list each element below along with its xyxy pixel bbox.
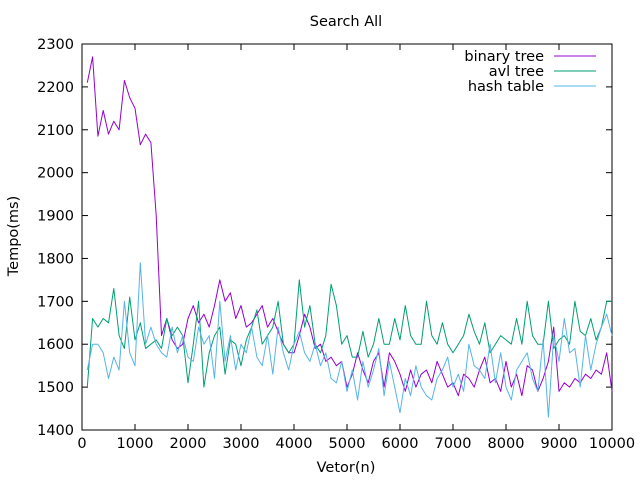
y-axis-ticks: 1400 1500 1600 1700 1800 1900 2000 2100 2200 2300 bbox=[37, 37, 612, 439]
y-tick-label: 1400 bbox=[37, 423, 74, 439]
y-tick-label: 1700 bbox=[37, 294, 74, 310]
y-tick-label: 2000 bbox=[37, 166, 74, 182]
y-tick-label: 2200 bbox=[37, 80, 74, 96]
x-axis-label: Vetor(n) bbox=[317, 460, 376, 476]
x-tick-label: 1000 bbox=[117, 436, 154, 452]
legend-label-hash-table: hash table bbox=[468, 79, 544, 95]
x-tick-label: 2000 bbox=[170, 436, 207, 452]
y-axis-label: Tempo(ms) bbox=[6, 196, 22, 278]
legend-label-binary-tree: binary tree bbox=[464, 49, 544, 65]
series-line-hash-table bbox=[86, 262, 613, 418]
x-axis-ticks: 0 1000 2000 3000 4000 5000 6000 7000 8000 9000 100… bbox=[77, 44, 635, 452]
y-tick-label: 1800 bbox=[37, 251, 74, 267]
chart-title: Search All bbox=[310, 14, 382, 30]
x-tick-label: 5000 bbox=[329, 436, 366, 452]
x-tick-label: 7000 bbox=[435, 436, 472, 452]
y-tick-label: 1600 bbox=[37, 337, 74, 353]
x-tick-label: 0 bbox=[77, 436, 86, 452]
series-lines bbox=[86, 56, 613, 418]
legend-label-avl-tree: avl tree bbox=[489, 64, 544, 80]
y-tick-label: 2300 bbox=[37, 37, 74, 53]
plot-frame bbox=[81, 43, 613, 431]
x-tick-label: 9000 bbox=[541, 436, 578, 452]
series-line-avl-tree bbox=[86, 279, 612, 388]
x-tick-label: 6000 bbox=[382, 436, 419, 452]
y-tick-label: 1500 bbox=[37, 380, 74, 396]
x-tick-label: 8000 bbox=[488, 436, 525, 452]
y-tick-label: 2100 bbox=[37, 123, 74, 139]
x-tick-label: 10000 bbox=[589, 436, 635, 452]
x-tick-label: 3000 bbox=[223, 436, 260, 452]
x-tick-label: 4000 bbox=[276, 436, 313, 452]
y-tick-label: 1900 bbox=[37, 209, 74, 225]
plot-border bbox=[81, 43, 613, 431]
